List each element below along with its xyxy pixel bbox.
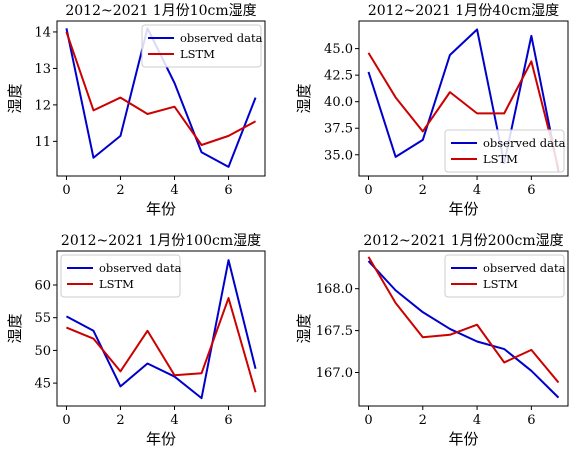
series-group [65, 259, 257, 400]
y-tick-label: 167.5 [316, 324, 353, 339]
legend-box [60, 254, 181, 298]
y-tick-label: 55 [34, 311, 51, 326]
x-tick-label: 0 [364, 183, 372, 198]
series-line-observed [65, 259, 257, 400]
legend-label: LSTM [99, 277, 134, 291]
y-axis-label: 湿度 [6, 83, 24, 113]
chart-panel-2: 2012~2021 1月份40cm湿度 0 2 4 6 35.0 37.5 40.0 42.5 4… [295, 3, 569, 218]
y-tick-label: 40.0 [324, 95, 353, 110]
y-axis-label: 湿度 [295, 313, 313, 343]
x-tick-label: 6 [224, 183, 232, 198]
y-tick-label: 45 [34, 377, 51, 392]
series-group [367, 256, 560, 399]
x-tick-label: 2 [419, 413, 427, 428]
y-tick-label: 45.0 [324, 42, 353, 57]
series-line-lstm [65, 31, 257, 146]
legend-label: LSTM [483, 277, 518, 291]
x-tick-label: 6 [527, 183, 535, 198]
y-tick-label: 168.0 [316, 282, 353, 297]
plot-frame [56, 250, 266, 407]
plot-frame [358, 20, 569, 177]
series-line-observed [367, 28, 560, 172]
series-group [367, 28, 560, 172]
y-axis-label: 湿度 [6, 313, 24, 343]
x-tick-label: 4 [473, 183, 481, 198]
legend-label: LSTM [180, 47, 215, 61]
y-tick-label: 35.0 [324, 148, 353, 163]
legend: observed data LSTM [444, 129, 566, 173]
y-tick-label: 42.5 [324, 69, 353, 84]
plot-frame [358, 250, 569, 407]
x-axis-label: 年份 [146, 430, 176, 448]
chart-title: 2012~2021 1月份40cm湿度 [368, 3, 559, 19]
legend: observed data LSTM [141, 24, 263, 68]
x-tick-label: 4 [170, 413, 178, 428]
chart-title: 2012~2021 1月份200cm湿度 [363, 233, 563, 249]
y-tick-label: 12 [34, 98, 51, 113]
series-line-lstm [66, 297, 257, 393]
chart-title: 2012~2021 1月份10cm湿度 [65, 3, 256, 19]
y-tick-label: 13 [34, 62, 51, 77]
legend: observed data LSTM [60, 254, 182, 298]
x-axis-label: 年份 [146, 200, 176, 218]
y-tick-label: 50 [34, 344, 51, 359]
x-tick-label: 4 [170, 183, 178, 198]
legend-box [444, 129, 565, 173]
y-axis-label: 湿度 [295, 83, 313, 113]
legend: observed data LSTM [444, 254, 566, 298]
x-tick-label: 4 [473, 413, 481, 428]
x-tick-label: 2 [116, 413, 124, 428]
y-tick-label: 11 [34, 135, 51, 150]
x-tick-label: 2 [419, 183, 427, 198]
legend-label: observed data [483, 136, 566, 150]
legend-label: observed data [483, 261, 566, 275]
series-line-lstm [367, 256, 560, 384]
y-tick-label: 14 [34, 25, 51, 40]
series-line-lstm [367, 52, 560, 169]
y-tick-label: 60 [34, 279, 51, 294]
x-tick-label: 6 [527, 413, 535, 428]
x-tick-label: 0 [62, 183, 70, 198]
legend-label: observed data [180, 31, 263, 45]
chart-panel-4: 2012~2021 1月份200cm湿度 0 2 4 6 167.0 167.5 168.0 年… [295, 233, 569, 448]
x-tick-label: 2 [116, 183, 124, 198]
x-axis-label: 年份 [448, 430, 478, 448]
x-tick-label: 0 [364, 413, 372, 428]
series-line-observed [367, 260, 560, 399]
chart-panel-3: 2012~2021 1月份100cm湿度 0 2 4 6 45 50 55 60 年份 湿度 obse… [6, 233, 266, 448]
chart-title: 2012~2021 1月份100cm湿度 [61, 233, 261, 249]
legend-label: observed data [99, 261, 182, 275]
legend-box [141, 24, 262, 68]
x-axis-label: 年份 [448, 200, 478, 218]
y-tick-label: 167.0 [316, 366, 353, 381]
plot-frame [56, 20, 266, 177]
x-tick-label: 0 [62, 413, 70, 428]
x-tick-label: 6 [224, 413, 232, 428]
chart-panel-1: 2012~2021 1月份10cm湿度 0 2 4 6 11 12 13 14 年份 湿度 obser… [6, 3, 266, 218]
legend-label: LSTM [483, 152, 518, 166]
legend-box [444, 254, 565, 298]
y-tick-label: 37.5 [324, 122, 353, 137]
